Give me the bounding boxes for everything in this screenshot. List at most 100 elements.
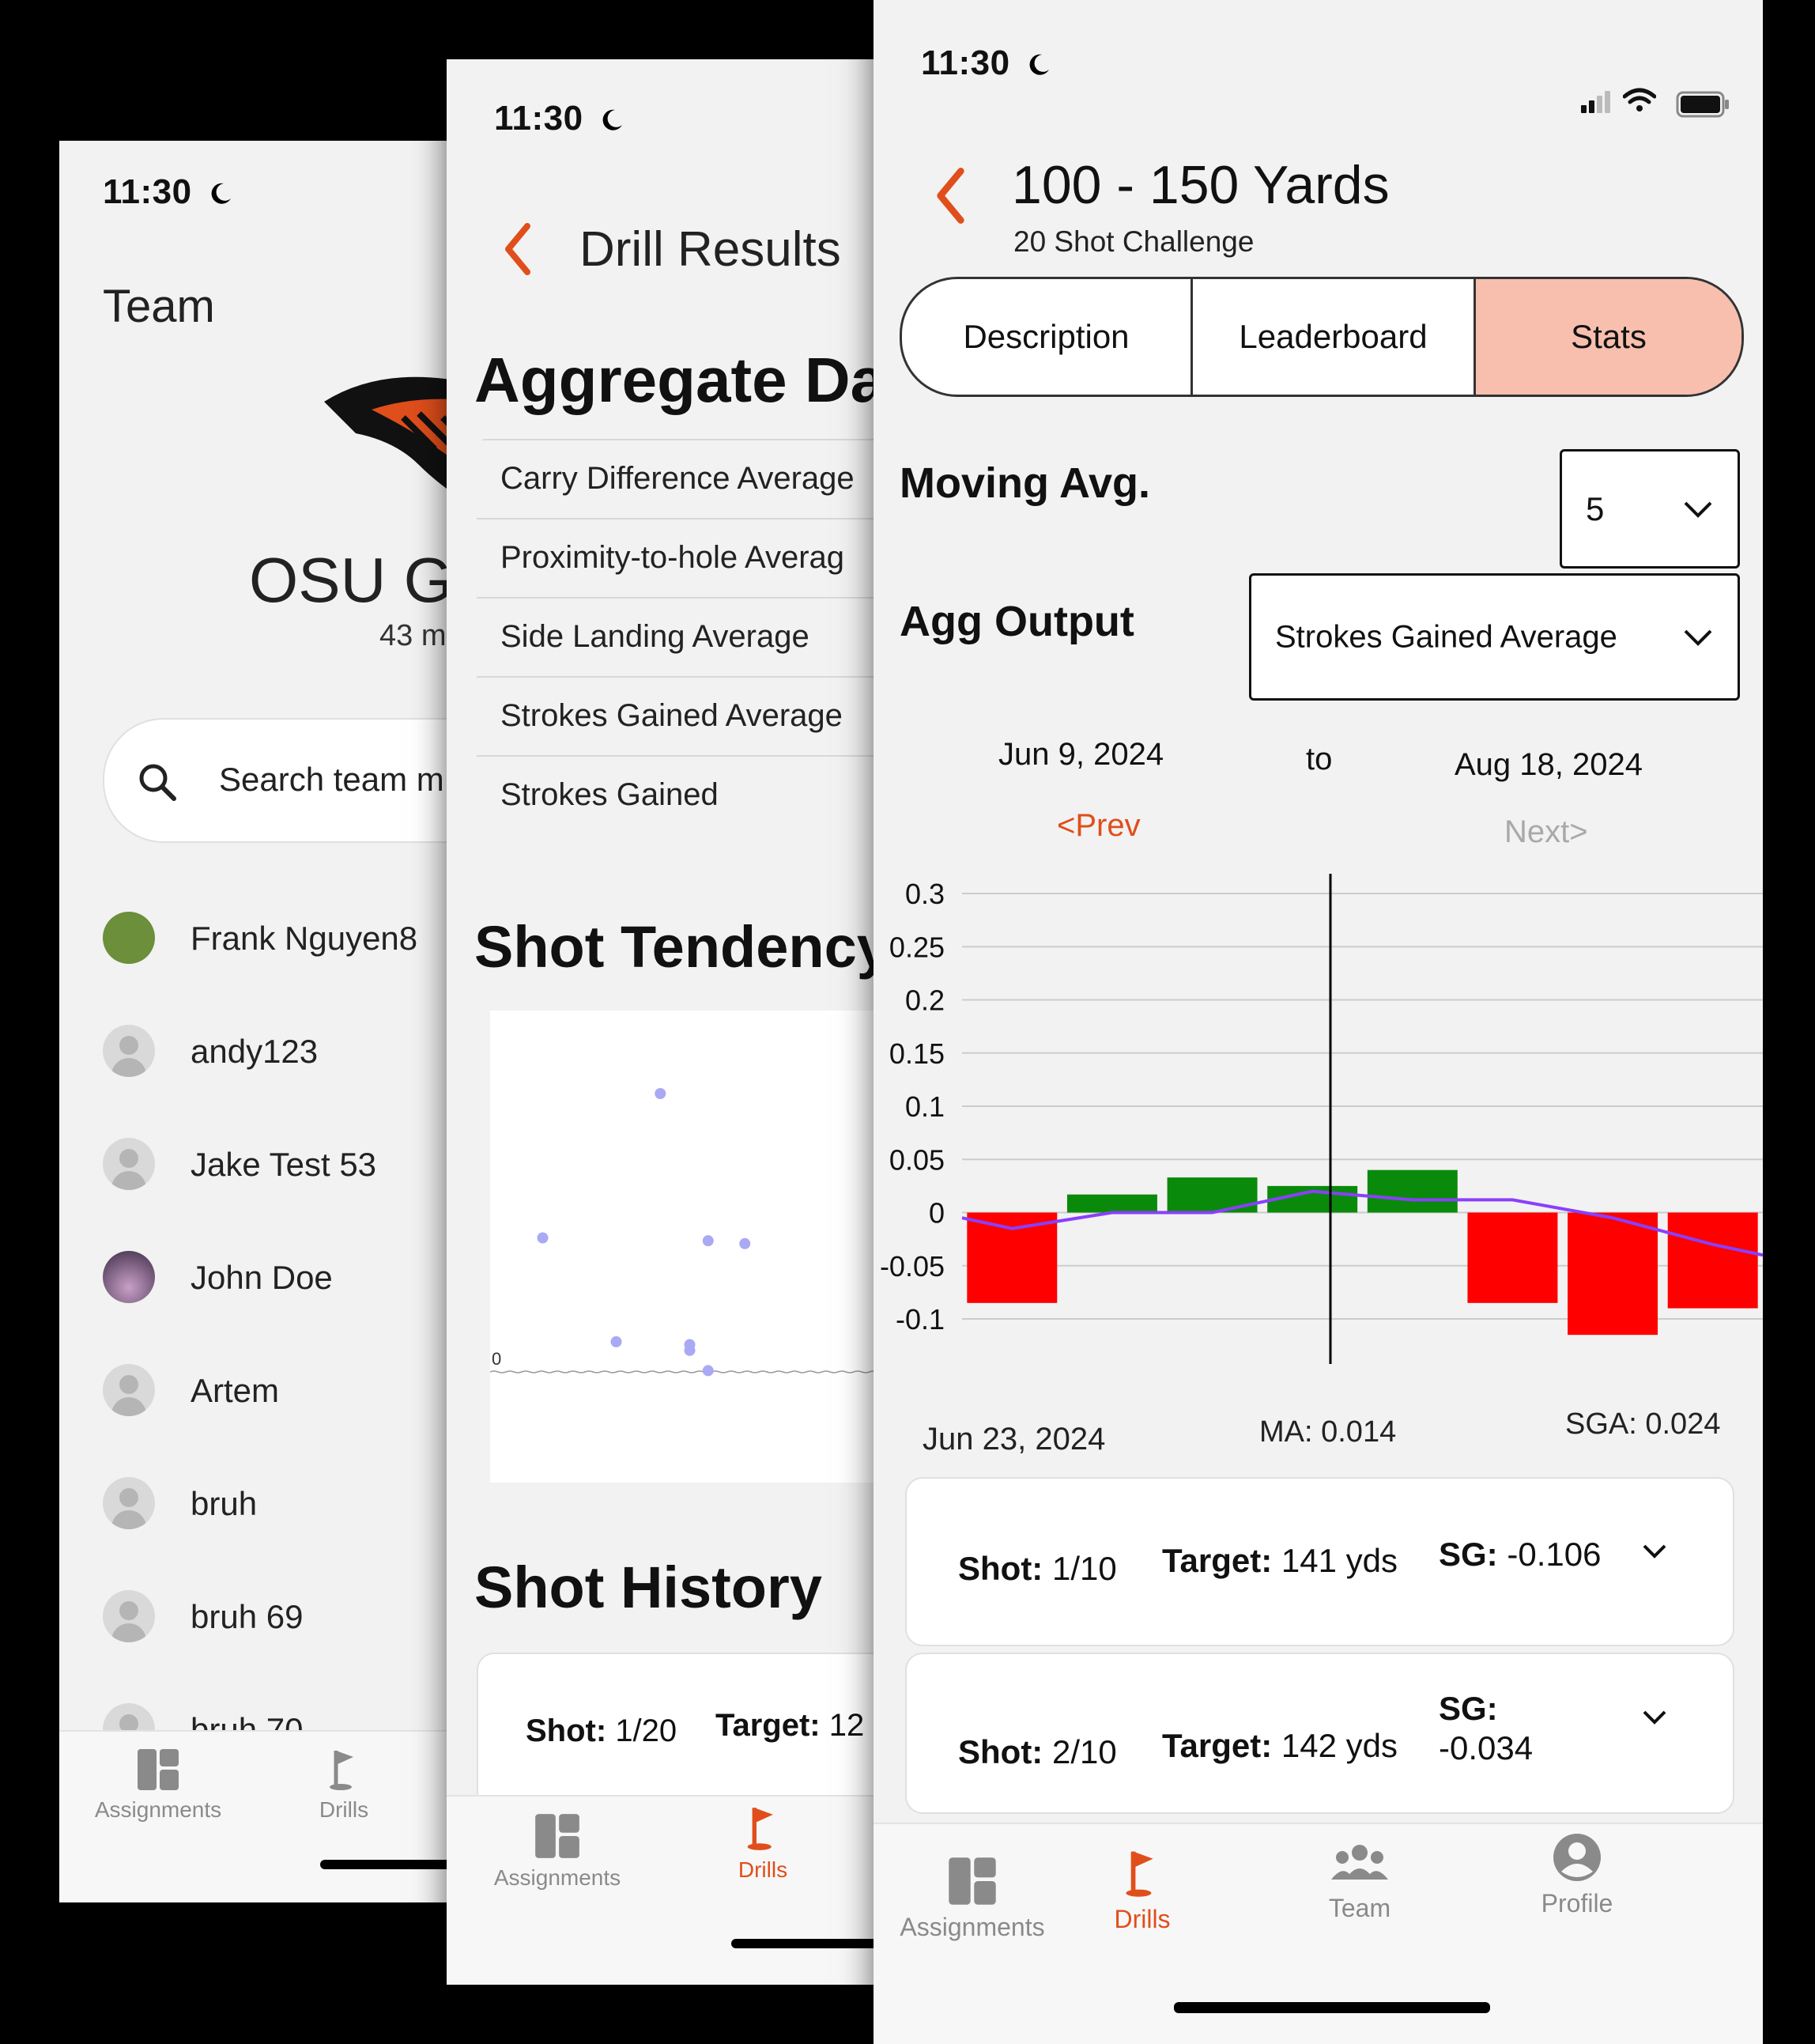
- chevron-down-icon[interactable]: [1642, 1710, 1667, 1725]
- list-item[interactable]: Side Landing Average: [477, 599, 889, 678]
- shot-label: Shot:: [958, 1733, 1043, 1770]
- tab-assignments[interactable]: Assignments: [91, 1747, 225, 1823]
- status-time: 11:30: [103, 172, 233, 212]
- shot-label: Shot:: [958, 1550, 1043, 1587]
- team-screen: 11:30 Team OSU Go 43 m Search team m Fra…: [59, 141, 478, 1902]
- avatar: [103, 1477, 155, 1529]
- tab-drills[interactable]: Drills: [715, 1804, 810, 1883]
- page-subtitle: 20 Shot Challenge: [1013, 225, 1255, 258]
- avatar: [103, 1025, 155, 1077]
- sg-bar[interactable]: [967, 1212, 1058, 1303]
- shot-card[interactable]: Shot: 2/10 Target: 142 yds SG: -0.034: [905, 1653, 1734, 1814]
- chevron-down-icon: [1684, 501, 1712, 518]
- tendency-point: [702, 1365, 714, 1377]
- tab-label: Assignments: [900, 1913, 1045, 1941]
- y-tick-label: -0.1: [896, 1303, 945, 1336]
- back-chevron-icon[interactable]: [933, 166, 968, 225]
- tab-drills[interactable]: Drills: [296, 1747, 391, 1823]
- y-tick-label: 0.2: [905, 984, 945, 1017]
- sg-bar[interactable]: [1568, 1212, 1658, 1336]
- prev-button[interactable]: <Prev: [1057, 808, 1141, 843]
- list-item[interactable]: John Doe: [191, 1259, 333, 1296]
- tab-assignments[interactable]: Assignments: [478, 1812, 636, 1891]
- list-item[interactable]: bruh 69: [191, 1598, 304, 1635]
- drill-results-screen: 11:30 Drill Results Aggregate Dat Carry …: [447, 59, 889, 1985]
- dashboard-icon: [138, 1749, 179, 1790]
- chevron-down-icon[interactable]: [1642, 1543, 1667, 1559]
- target-value: 12: [828, 1708, 865, 1743]
- tab-description[interactable]: Description: [902, 279, 1193, 395]
- team-icon: [1331, 1845, 1388, 1880]
- home-indicator: [320, 1860, 478, 1869]
- shot-value: 2/10: [1051, 1733, 1117, 1770]
- shot-card[interactable]: Shot: 1/10 Target: 141 yds SG: -0.106: [905, 1477, 1734, 1646]
- y-tick-label: 0.1: [905, 1090, 945, 1123]
- tab-drills[interactable]: Drills: [1087, 1848, 1198, 1934]
- moon-icon: [211, 183, 232, 205]
- tendency-point: [739, 1237, 751, 1249]
- sg-label: SG:: [1439, 1690, 1498, 1727]
- list-item[interactable]: Frank Nguyen8: [191, 920, 418, 957]
- y-tick-label: -0.05: [880, 1250, 945, 1283]
- chevron-down-icon: [1684, 629, 1712, 646]
- list-item[interactable]: Carry Difference Average: [477, 440, 889, 520]
- avatar: [103, 1138, 155, 1190]
- list-item[interactable]: bruh: [191, 1485, 258, 1522]
- tab-bar: Assignments Drills: [447, 1795, 889, 1985]
- home-indicator: [731, 1939, 889, 1948]
- sg-label: SG:: [1439, 1536, 1498, 1573]
- tab-label: Drills: [1114, 1905, 1171, 1933]
- list-item[interactable]: Proximity-to-hole Averag: [477, 520, 889, 599]
- tendency-heading: Shot Tendency: [474, 914, 889, 980]
- moving-avg-select[interactable]: 5: [1560, 449, 1740, 569]
- tab-assignments[interactable]: Assignments: [889, 1856, 1055, 1942]
- page-title: 100 - 150 Yards: [1012, 155, 1390, 215]
- tab-label: Assignments: [94, 1797, 222, 1822]
- list-item[interactable]: andy123: [191, 1033, 319, 1070]
- shot-value: 1/10: [1051, 1550, 1117, 1587]
- avatar: [103, 1251, 155, 1303]
- golf-flag-icon: [747, 1808, 773, 1850]
- list-item[interactable]: Jake Test 53: [191, 1146, 377, 1183]
- home-indicator: [1174, 2002, 1490, 2013]
- tab-team[interactable]: Team: [1312, 1840, 1407, 1923]
- shot-value: 1/20: [615, 1713, 677, 1748]
- y-tick-label: 0: [929, 1197, 945, 1230]
- zero-label: 0: [492, 1349, 501, 1369]
- strokes-gained-chart[interactable]: 0.3 0.25 0.2 0.15 0.1 0.05 0 -0.05 -0.1: [874, 870, 1763, 1376]
- moon-icon: [1029, 55, 1050, 76]
- target-label: Target:: [1162, 1727, 1273, 1764]
- agg-output-label: Agg Output: [900, 598, 1134, 645]
- list-item[interactable]: Artem: [191, 1372, 280, 1409]
- moving-avg-label: Moving Avg.: [900, 459, 1150, 507]
- search-input[interactable]: Search team m: [103, 718, 478, 843]
- ma-readout: MA: 0.014: [1259, 1415, 1397, 1449]
- avatar: [103, 1590, 155, 1642]
- next-button[interactable]: Next>: [1504, 814, 1588, 849]
- segmented-control: Description Leaderboard Stats: [900, 277, 1744, 397]
- search-placeholder: Search team m: [219, 761, 444, 798]
- sg-bar[interactable]: [1066, 1194, 1157, 1213]
- tab-stats[interactable]: Stats: [1476, 279, 1741, 395]
- drill-stats-screen: 11:30 100 - 150 Yards 20 Shot Challenge …: [874, 0, 1763, 2044]
- date-from: Jun 9, 2024: [998, 737, 1164, 772]
- tendency-point: [702, 1235, 714, 1247]
- sg-bar[interactable]: [1667, 1212, 1758, 1309]
- tab-label: Team: [1328, 1894, 1391, 1922]
- aggregate-heading: Aggregate Dat: [474, 345, 889, 415]
- tab-leaderboard[interactable]: Leaderboard: [1193, 279, 1476, 395]
- search-icon: [139, 764, 176, 801]
- agg-output-select[interactable]: Strokes Gained Average: [1249, 573, 1740, 701]
- tendency-point: [537, 1232, 549, 1244]
- tab-profile[interactable]: Profile: [1530, 1832, 1624, 1918]
- list-item[interactable]: Strokes Gained Average: [477, 678, 889, 757]
- sg-bar[interactable]: [1467, 1212, 1558, 1303]
- target-label: Target:: [715, 1708, 821, 1743]
- sg-bar[interactable]: [1367, 1169, 1458, 1213]
- tab-label: Assignments: [493, 1865, 621, 1890]
- back-chevron-icon[interactable]: [502, 221, 534, 277]
- status-time: 11:30: [494, 99, 624, 138]
- y-tick-label: 0.05: [889, 1143, 945, 1176]
- list-item[interactable]: Strokes Gained: [477, 757, 889, 834]
- avatar: [103, 912, 155, 964]
